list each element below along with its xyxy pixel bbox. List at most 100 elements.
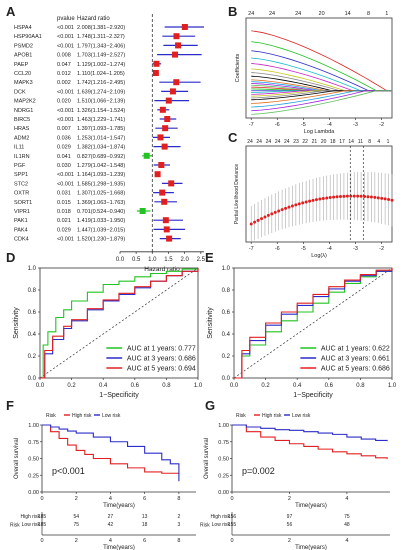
forest-point	[173, 33, 180, 40]
lasso-x-tick-label: -7	[249, 122, 254, 128]
forest-hr-text: 1.463(1.229−1.741)	[77, 117, 125, 123]
deviance-top-tick-label: 18	[330, 139, 336, 145]
panel-label-b: B	[228, 4, 237, 19]
roc-valid-legend-label: AUC at 3 years: 0.661	[321, 356, 390, 363]
km-train-risk-count: 27	[108, 514, 114, 520]
lasso-coefficient-path	[251, 30, 392, 92]
roc-train-y-tick-label: 0.4	[28, 332, 37, 338]
km-train-y-tick-label: 0.00	[28, 490, 39, 496]
roc-valid-plot-frame	[233, 267, 393, 379]
km-valid-pvalue: p=0.002	[242, 466, 275, 476]
forest-gene-label: CCL20	[14, 71, 31, 77]
km-valid-y-tick-label: 0.00	[218, 490, 229, 496]
forest-point	[157, 134, 164, 141]
km-valid-risk-time-label: 0	[230, 538, 233, 544]
forest-point	[153, 60, 160, 67]
forest-gene-label: STC2	[14, 181, 28, 187]
lasso-coefficient-path	[251, 90, 392, 101]
lasso-top-tick-label: 20	[319, 11, 325, 17]
deviance-point	[359, 194, 363, 198]
deviance-top-tick-label: 24	[275, 139, 281, 145]
km-train-risk-x-axis-label: Time(years)	[103, 545, 135, 550]
lasso-x-tick-label: -5	[301, 122, 306, 128]
deviance-point	[263, 215, 267, 219]
forest-hr-text: 1.129(1.002−1.274)	[77, 62, 125, 68]
deviance-x-tick-label: -3	[353, 246, 358, 252]
km-train-risk-time-label: 6	[143, 538, 146, 544]
deviance-x-axis-label: Log(λ)	[311, 253, 327, 259]
forest-pvalue: 0.012	[57, 71, 71, 77]
forest-header-hr: Hazard ratio	[77, 16, 110, 22]
roc-valid-x-axis-label: 1−Specificity	[293, 392, 333, 399]
forest-hr-text: 1.742(1.216−2.495)	[77, 80, 125, 86]
forest-pvalue: 0.029	[57, 145, 71, 151]
deviance-top-tick-label: 1	[387, 139, 390, 145]
forest-point	[175, 42, 182, 49]
roc-valid-y-tick-label: 0.8	[222, 288, 231, 294]
roc-valid-y-tick-label: 0.0	[222, 376, 231, 382]
roc-train-x-tick-label: 0.0	[36, 383, 45, 389]
deviance-x-tick-label: -5	[301, 246, 306, 252]
forest-hr-text: 1.520(1.230−1.879)	[77, 237, 125, 243]
roc-train-y-tick-label: 0.8	[28, 288, 37, 294]
forest-pvalue: 0.036	[57, 135, 71, 141]
forest-hr-text: 1.279(1.042−1.548)	[77, 163, 125, 169]
forest-pvalue: <0.001	[57, 89, 74, 95]
lasso-coefficient-path	[251, 90, 392, 112]
forest-gene-label: PAK4	[14, 227, 28, 233]
lasso-coefficient-path	[251, 72, 392, 92]
lasso-coefficient-path	[251, 90, 392, 115]
forest-pvalue: <0.001	[57, 25, 74, 31]
roc-valid-x-tick-label: 0.6	[325, 383, 334, 389]
deviance-point	[390, 198, 394, 202]
roc-train-x-tick-label: 0.8	[162, 383, 171, 389]
deviance-point	[328, 195, 332, 199]
lasso-y-axis-label: Coefficients	[235, 53, 241, 82]
roc-valid-diagonal	[233, 267, 393, 379]
forest-point	[139, 208, 146, 214]
deviance-top-tick-label: 11	[358, 139, 363, 145]
forest-pvalue: 0.020	[57, 99, 71, 105]
lasso-x-tick-label: -4	[327, 122, 332, 128]
deviance-point	[325, 196, 329, 200]
km-train-risk-count: 185	[38, 522, 47, 528]
forest-hr-text: 1.639(1.274−2.109)	[77, 89, 125, 95]
forest-gene-label: CDK4	[14, 237, 29, 243]
roc-validation-panel: AUC at 1 years: 0.622 AUC at 3 years: 0.6…	[207, 266, 397, 399]
deviance-point	[383, 197, 387, 201]
km-train-risk-count: 3	[177, 522, 180, 528]
deviance-point	[287, 205, 291, 209]
forest-x-tick-label: 0.5	[132, 257, 141, 263]
km-train-risk-count: 2	[177, 514, 180, 520]
deviance-x-tick-label: -7	[249, 246, 254, 252]
km-valid-risk-count: 48	[344, 522, 350, 528]
forest-x-tick-label: 1.0	[148, 257, 157, 263]
deviance-point	[363, 194, 367, 198]
lasso-coefficient-path	[251, 79, 392, 92]
lasso-deviance-panel: 24 24 24 24 24 23 22 21 20 18 17 14 11 8 4 1-7 -6 -5 -4 -3-…	[234, 139, 394, 259]
km-valid-survival-curve	[232, 424, 388, 460]
forest-gene-label: MAPK3	[14, 80, 33, 86]
forest-gene-label: DCK	[14, 89, 26, 95]
forest-hr-text: 1.369(1.063−1.763)	[77, 200, 125, 206]
lasso-coefficient-panel: -7 -6 -5 -4 -3 -2 24 24 24 20 14 8 1 Log Lambda Coeffi…	[235, 11, 393, 135]
deviance-point	[294, 203, 298, 207]
roc-train-y-tick-label: 0.2	[28, 354, 37, 360]
forest-pvalue: <0.001	[57, 172, 74, 178]
forest-point	[159, 189, 166, 196]
deviance-point	[314, 198, 318, 202]
deviance-point	[380, 196, 384, 200]
deviance-point	[290, 204, 294, 208]
forest-gene-label: PAK1	[14, 218, 28, 224]
km-valid-y-axis-label: Overall survival	[204, 438, 210, 479]
deviance-point	[338, 195, 342, 199]
lasso-coefficient-path	[251, 90, 392, 104]
km-train-risk-count: 75	[73, 522, 79, 528]
lasso-top-tick-label: 24	[269, 11, 275, 17]
km-train-risk-time-label: 8	[177, 538, 180, 544]
km-valid-risk-count: 155	[228, 522, 237, 528]
deviance-x-tick-label: -4	[327, 246, 332, 252]
forest-point	[143, 152, 150, 159]
km-valid-y-tick-label: 0.75	[218, 440, 229, 446]
